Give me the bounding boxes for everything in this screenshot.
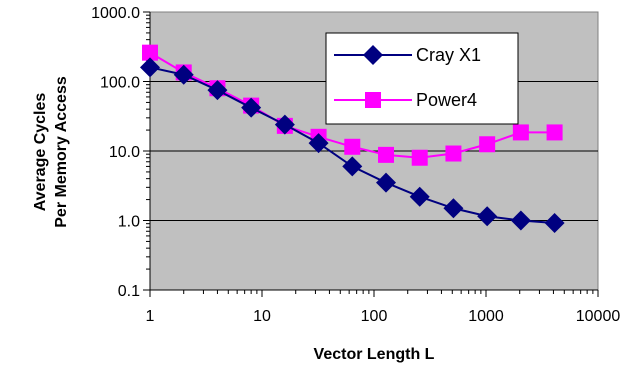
legend-box [325,32,519,125]
data-point-cray-x1 [308,133,329,154]
data-point-power4 [512,124,529,141]
data-point-cray-x1 [376,172,397,193]
x-tick-label: 10000 [576,308,621,325]
series-layer [140,44,565,234]
y-axis-tick-labels: 0.1 1.0 10.0 100.0 1000.0 [91,5,140,300]
data-point-cray-x1 [140,57,160,78]
y-tick-label: 0.1 [118,283,140,300]
y-tick-label: 100.0 [100,75,140,92]
x-tick-label: 10 [253,308,271,325]
legend-marker-cray-x1 [363,45,383,65]
x-tick-label: 100 [361,308,388,325]
data-point-cray-x1 [409,186,430,207]
y-tick-label: 1000.0 [91,5,140,22]
x-tick-label: 1000 [468,308,504,325]
legend: Cray X1 Power4 [325,32,519,125]
y-tick-label: 10.0 [109,144,140,161]
legend-label-power4: Power4 [416,90,477,110]
data-point-cray-x1 [510,210,531,231]
data-point-power4 [479,136,496,153]
data-point-cray-x1 [477,206,498,227]
x-tick-label: 1 [146,308,155,325]
y-tick-label: 1.0 [118,214,140,231]
x-axis-tick-labels: 1 10 100 1000 10000 [146,308,621,325]
data-point-cray-x1 [173,64,194,85]
data-point-cray-x1 [241,97,262,118]
y-axis-title-line-2: Per Memory Access [53,76,70,228]
data-point-power4 [344,138,361,155]
y-axis-title-line-1: Average Cycles [32,93,49,212]
data-point-power4 [378,146,395,163]
data-point-cray-x1 [342,156,363,177]
legend-marker-power4 [365,92,381,108]
data-point-cray-x1 [274,114,295,135]
data-point-power4 [411,149,428,166]
data-point-power4 [445,145,462,162]
data-point-cray-x1 [207,80,228,101]
legend-label-cray-x1: Cray X1 [416,45,481,65]
y-axis-title: Average Cycles Per Memory Access [32,76,70,228]
x-axis-title: Vector Length L [314,346,435,363]
data-point-power4 [546,124,563,141]
data-point-cray-x1 [443,198,464,219]
data-point-power4 [142,44,158,61]
data-point-cray-x1 [544,213,565,234]
